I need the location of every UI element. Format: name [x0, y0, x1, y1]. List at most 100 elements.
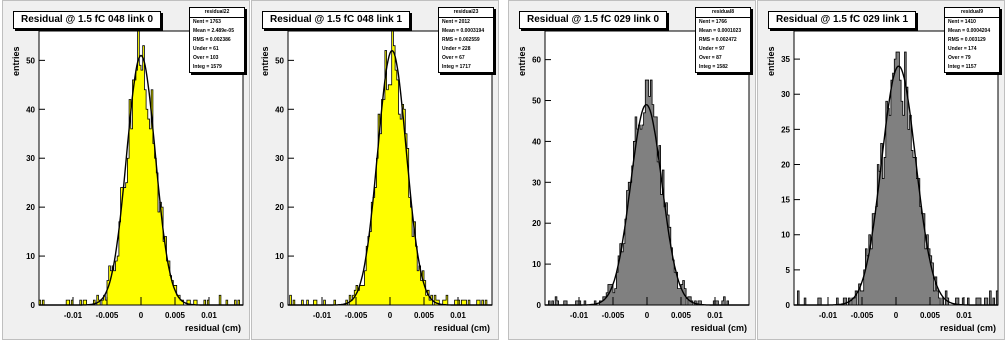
- y-tick-label: 25: [781, 125, 790, 134]
- x-tick-label: -0.01: [570, 311, 589, 320]
- y-tick-label: 30: [26, 154, 35, 163]
- y-tick-label: 10: [532, 260, 541, 269]
- stats-row: Nent = 2012: [442, 19, 470, 25]
- histogram-bars: [288, 30, 492, 306]
- stats-row: Over = 103: [193, 55, 219, 61]
- y-tick-label: 0: [786, 301, 791, 310]
- x-tick-label: -0.005: [96, 311, 119, 320]
- histogram-title: Residual @ 1.5 fC 048 link 1: [262, 11, 411, 29]
- x-tick-label: -0.005: [345, 311, 368, 320]
- x-axis-label: residual (cm): [185, 323, 242, 333]
- y-tick-label: 0: [280, 301, 285, 310]
- stats-row: Under = 174: [948, 46, 977, 52]
- stats-row: Over = 87: [699, 55, 722, 61]
- x-tick-label: -0.01: [313, 311, 332, 320]
- x-tick-label: 0: [645, 311, 650, 320]
- stats-row: RMS = 0.002559: [442, 37, 480, 43]
- x-tick-label: 0.01: [450, 311, 466, 320]
- histogram-plot: 0 10 20 30 40 50 -0.01 -0.005 0 0.005 0.01: [275, 30, 493, 320]
- y-tick-label: 10: [781, 231, 790, 240]
- stats-row: Integ = 1582: [699, 64, 728, 70]
- x-axis-label: residual (cm): [434, 323, 491, 333]
- y-tick-label: 40: [275, 105, 284, 114]
- x-tick-label: -0.01: [819, 311, 838, 320]
- stats-row: Integ = 1717: [442, 64, 471, 70]
- stats-row: RMS = 0.003129: [948, 37, 986, 43]
- y-tick-label: 20: [532, 219, 541, 228]
- stats-box: residual22 Nent = 1763 Mean = 2.489e-05 …: [189, 7, 245, 73]
- y-tick-label: 20: [26, 203, 35, 212]
- stats-row: RMS = 0.002386: [193, 37, 231, 43]
- y-tick-label: 20: [275, 203, 284, 212]
- stats-name: residual9: [945, 8, 999, 18]
- histogram-pad: 0 5 10 15 20 25 30 35 -0.01 -0.005 0 0.005 0.01 Resi…: [757, 0, 1005, 340]
- x-tick-label: -0.01: [64, 311, 83, 320]
- stats-box: residual9 Nent = 1410 Mean = 0.0004204 R…: [944, 7, 1000, 73]
- stats-row: Nent = 1763: [193, 19, 221, 25]
- stats-row: Over = 79: [948, 55, 971, 61]
- histogram-pad: 0 10 20 30 40 50 -0.01 -0.005 0 0.005 0.01 Residua…: [251, 0, 499, 340]
- y-tick-label: 10: [275, 252, 284, 261]
- stats-name: residual22: [190, 8, 244, 18]
- x-axis-label: residual (cm): [691, 323, 748, 333]
- histogram-plot: 0 10 20 30 40 50 -0.01 -0.005 0 0.005 0.01: [26, 25, 244, 320]
- y-tick-label: 40: [26, 105, 35, 114]
- canvas-link-048: 0 10 20 30 40 50 -0.01 -0.005 0 0.005 0.01 Residua…: [2, 0, 499, 340]
- y-axis-label: entries: [11, 46, 21, 76]
- x-tick-label: 0: [388, 311, 393, 320]
- stats-box: residual23 Nent = 2012 Mean = 0.0003194 …: [438, 7, 494, 73]
- stats-row: Under = 97: [699, 46, 725, 52]
- x-tick-label: 0: [894, 311, 899, 320]
- x-tick-label: -0.005: [851, 311, 874, 320]
- stats-row: Mean = 0.0003194: [442, 28, 485, 34]
- histogram-pad: 0 10 20 30 40 50 -0.01 -0.005 0 0.005 0.01 Residua…: [2, 0, 250, 340]
- canvas-link-029: 0 10 20 30 40 50 60 -0.01 -0.005 0 0.005 0.01 Resid…: [508, 0, 1005, 340]
- y-tick-label: 30: [781, 90, 790, 99]
- y-tick-label: 30: [275, 154, 284, 163]
- stats-row: Under = 228: [442, 46, 471, 52]
- y-tick-label: 40: [532, 137, 541, 146]
- x-tick-label: -0.005: [602, 311, 625, 320]
- y-tick-label: 0: [31, 301, 36, 310]
- stats-row: Mean = 0.0001023: [699, 28, 742, 34]
- histogram-title: Residual @ 1.5 fC 029 link 1: [768, 11, 917, 29]
- x-tick-label: 0.005: [165, 311, 186, 320]
- y-tick-label: 15: [781, 196, 790, 205]
- histogram-title: Residual @ 1.5 fC 048 link 0: [13, 11, 162, 29]
- stats-row: Nent = 1410: [948, 19, 976, 25]
- x-tick-label: 0.005: [671, 311, 692, 320]
- histogram-pad: 0 10 20 30 40 50 60 -0.01 -0.005 0 0.005 0.01 Resid…: [508, 0, 756, 340]
- y-tick-label: 20: [781, 160, 790, 169]
- y-tick-label: 50: [532, 97, 541, 106]
- stats-box: residual8 Nent = 1766 Mean = 0.0001023 R…: [695, 7, 751, 73]
- stats-row: Over = 67: [442, 55, 465, 61]
- stats-row: Integ = 1579: [193, 64, 222, 70]
- x-tick-label: 0: [139, 311, 144, 320]
- histogram-plot: 0 5 10 15 20 25 30 35 -0.01 -0.005 0 0.005 0.01: [781, 30, 999, 320]
- y-tick-label: 10: [26, 252, 35, 261]
- x-tick-label: 0.01: [201, 311, 217, 320]
- x-axis-label: residual (cm): [940, 323, 997, 333]
- stats-name: residual23: [439, 8, 493, 18]
- x-tick-label: 0.01: [956, 311, 972, 320]
- y-axis-label: entries: [766, 46, 776, 76]
- y-tick-label: 0: [537, 301, 542, 310]
- y-axis-label: entries: [517, 46, 527, 76]
- histogram-plot: 0 10 20 30 40 50 60 -0.01 -0.005 0 0.005 0.01: [532, 30, 750, 320]
- y-axis-label: entries: [260, 46, 270, 76]
- histogram-title: Residual @ 1.5 fC 029 link 0: [519, 11, 668, 29]
- y-tick-label: 60: [532, 56, 541, 65]
- x-tick-label: 0.005: [414, 311, 435, 320]
- stats-row: RMS = 0.002472: [699, 37, 737, 43]
- x-tick-label: 0.005: [920, 311, 941, 320]
- x-tick-label: 0.01: [707, 311, 723, 320]
- stats-row: Under = 61: [193, 46, 219, 52]
- y-tick-label: 50: [275, 56, 284, 65]
- y-tick-label: 50: [26, 56, 35, 65]
- stats-row: Mean = 0.0004204: [948, 28, 991, 34]
- stats-row: Mean = 2.489e-05: [193, 28, 234, 34]
- stats-row: Integ = 1157: [948, 64, 977, 70]
- stats-name: residual8: [696, 8, 750, 18]
- y-tick-label: 5: [786, 266, 791, 275]
- y-tick-label: 35: [781, 55, 790, 64]
